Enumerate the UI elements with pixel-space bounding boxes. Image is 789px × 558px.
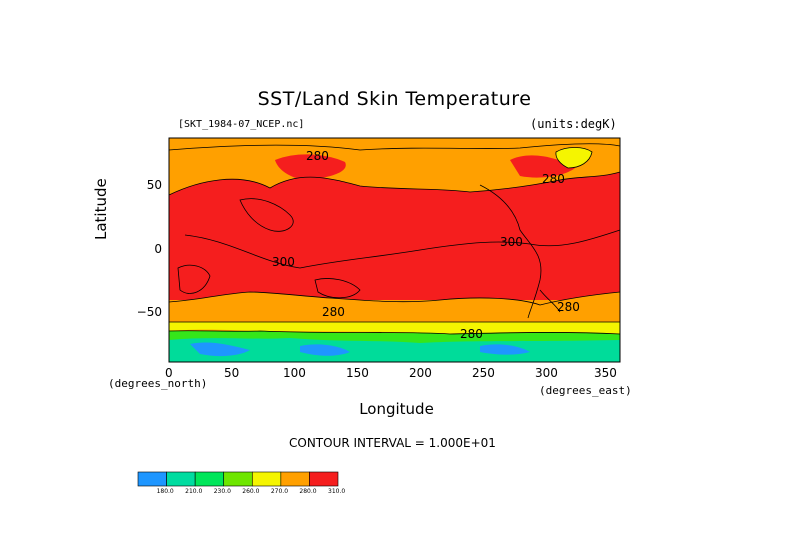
band-teal (169, 338, 620, 362)
colorbar-swatch (166, 471, 196, 487)
contour-label: 280 (460, 327, 483, 341)
x-unit-left: (degrees_north) (108, 377, 208, 390)
x-tick-label: 50 (224, 366, 240, 380)
contour-label: 300 (272, 255, 295, 269)
x-tick-label: 350 (594, 366, 617, 380)
band-above-290 (169, 172, 620, 305)
map-title: SST/Land Skin Temperature (257, 88, 532, 110)
y-axis-label: Latitude (92, 178, 110, 240)
colorbar-swatch (137, 471, 167, 487)
patch-cold-3 (480, 344, 530, 355)
contour-label: 300 (500, 235, 523, 249)
colorbar-label: 270.0 (270, 488, 289, 495)
greenland-ice (555, 147, 592, 168)
colorbar-label: 230.0 (213, 488, 231, 495)
colorbar-label: 210.0 (185, 488, 203, 495)
x-tick-label: 250 (472, 366, 495, 380)
colorbar (137, 471, 339, 487)
colorbar-swatch (194, 471, 225, 487)
x-tick-label: 100 (283, 366, 306, 380)
temperature-field (169, 138, 620, 362)
colorbar-swatch (223, 471, 253, 487)
colorbar-label: 280.0 (299, 488, 317, 495)
plot-frame (168, 137, 621, 363)
colorbar-swatch (251, 471, 282, 487)
contour-label-layer: 280 280 300 300 280 280 280 (272, 149, 580, 341)
patch-cold-2 (300, 344, 350, 356)
x-tick-label: 150 (346, 366, 369, 380)
file-label: [SKT_1984-07_NCEP.nc] (178, 119, 305, 130)
contour-label: 280 (542, 172, 565, 186)
y-tick-label: 50 (146, 178, 162, 192)
patch-cold-1 (190, 342, 250, 357)
patch-warm-north (275, 154, 346, 180)
x-axis-label: Longitude (359, 400, 434, 418)
x-tick-label: 200 (409, 366, 432, 380)
x-tick-label: 300 (535, 366, 558, 380)
contour-lines (168, 143, 621, 335)
band-yellow (169, 322, 620, 334)
contour-label: 280 (557, 300, 580, 314)
contour-label: 280 (306, 149, 329, 163)
units-label: (units:degK) (530, 117, 617, 131)
y-tick-label: −50 (136, 305, 162, 319)
colorbar-label: 180.0 (156, 488, 174, 495)
x-tick-label: 0 (165, 366, 173, 380)
x-unit-right: (degrees_east) (539, 384, 632, 397)
colorbar-label: 310.0 (328, 488, 346, 495)
colorbar-label: 260.0 (242, 488, 260, 495)
colorbar-swatch (309, 471, 339, 487)
y-tick-label: 0 (154, 242, 162, 256)
colorbar-swatch (280, 471, 310, 487)
contour-interval-text: CONTOUR INTERVAL = 1.000E+01 (289, 436, 496, 450)
contour-label: 280 (322, 305, 345, 319)
